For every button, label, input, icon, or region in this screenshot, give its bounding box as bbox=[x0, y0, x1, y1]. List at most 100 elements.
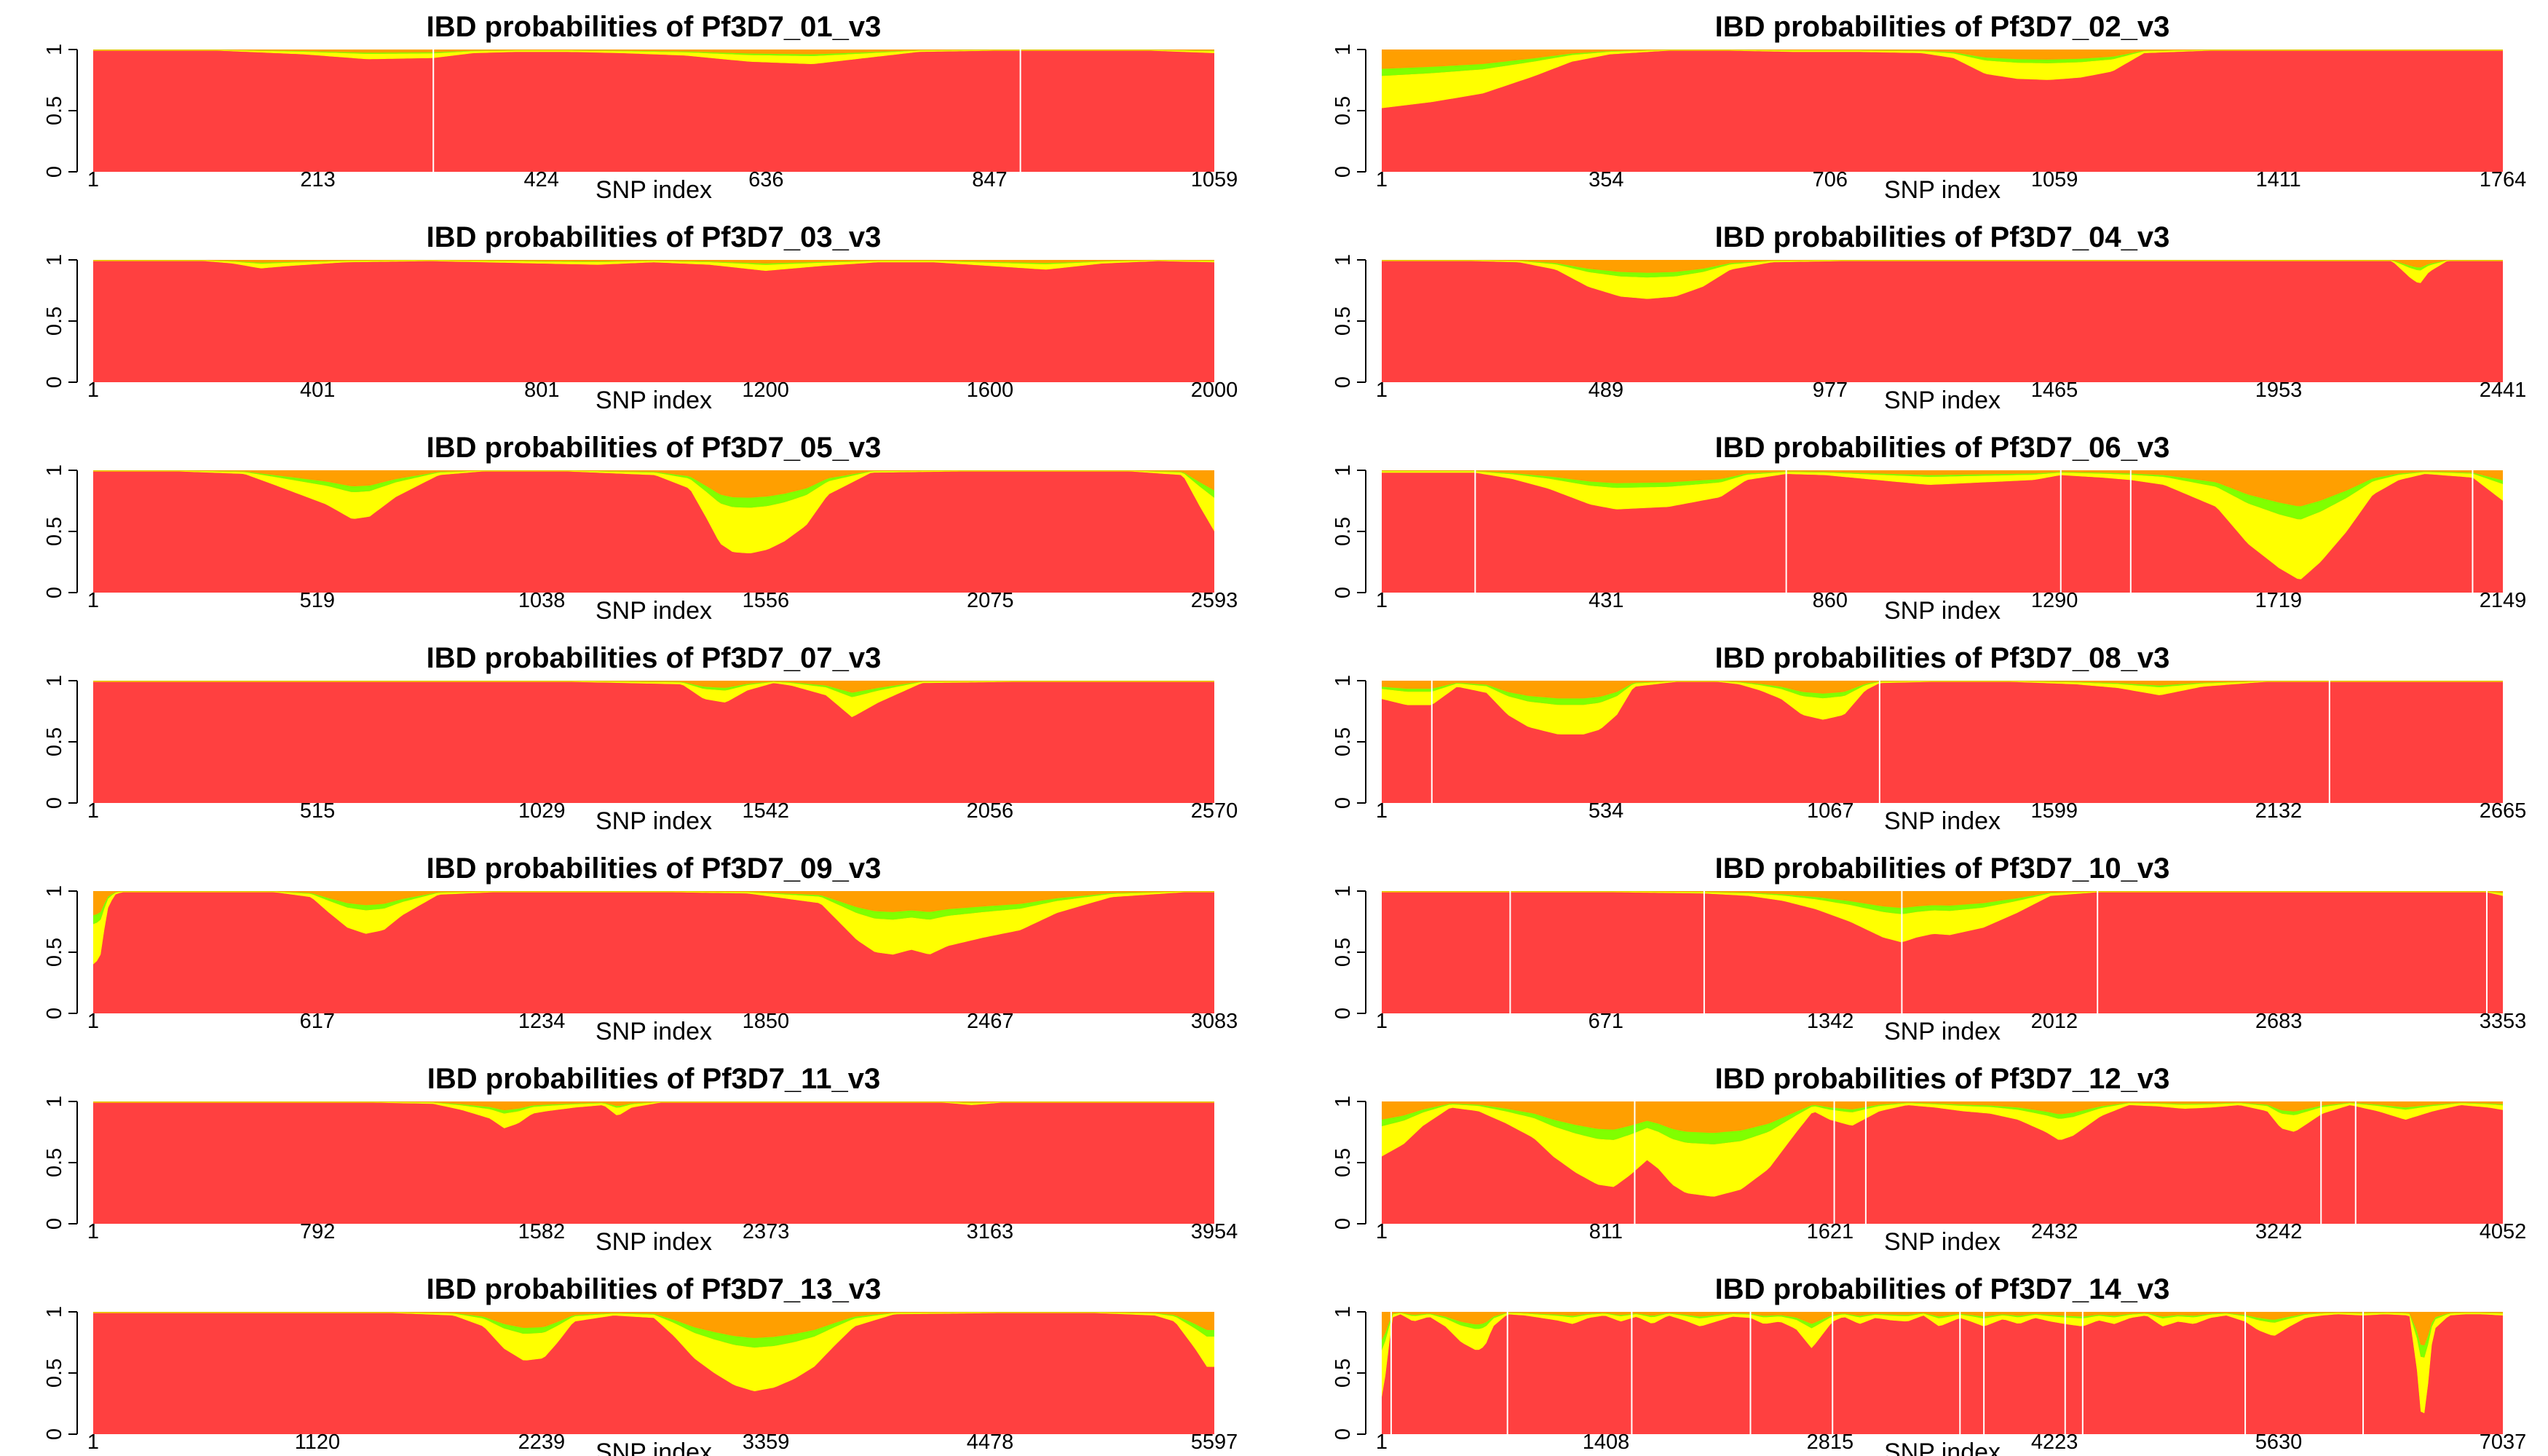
x-tick-label: 2373 bbox=[743, 1220, 790, 1243]
ibd-state-4-area bbox=[93, 260, 1214, 265]
panel-title: IBD probabilities of Pf3D7_04_v3 bbox=[1715, 221, 2170, 253]
x-tick-label: 489 bbox=[1588, 379, 1623, 402]
ibd-state-1-area bbox=[93, 892, 1214, 1013]
ibd-state-1-area bbox=[93, 681, 1214, 803]
ibd-state-1-area bbox=[1382, 892, 2503, 1013]
x-tick-label: 1 bbox=[1376, 589, 1388, 612]
ibd-state-2-area bbox=[1382, 1313, 2503, 1414]
x-tick-label: 1 bbox=[1376, 1431, 1388, 1454]
x-tick-label: 636 bbox=[748, 168, 783, 191]
x-axis-label: SNP index bbox=[1884, 1018, 2001, 1045]
y-tick-label: 1 bbox=[43, 44, 66, 55]
x-tick-label: 1234 bbox=[518, 1010, 566, 1033]
x-tick-label: 1038 bbox=[518, 589, 566, 612]
x-tick-label: 811 bbox=[1589, 1220, 1623, 1243]
ibd-state-4-area bbox=[1382, 260, 2503, 278]
x-tick-label: 4223 bbox=[2031, 1431, 2078, 1454]
y-tick-label: 1 bbox=[43, 675, 66, 687]
x-tick-label: 1411 bbox=[2255, 168, 2300, 191]
x-tick-label: 3359 bbox=[743, 1431, 790, 1454]
panel-title: IBD probabilities of Pf3D7_08_v3 bbox=[1715, 642, 2170, 674]
y-tick-label: 0 bbox=[1332, 797, 1355, 809]
panel-title: IBD probabilities of Pf3D7_12_v3 bbox=[1715, 1063, 2170, 1095]
y-tick-label: 0.5 bbox=[43, 1358, 66, 1388]
y-tick-label: 1 bbox=[1332, 254, 1355, 266]
ibd-state-2-area bbox=[1382, 891, 2503, 943]
ibd-panel: IBD probabilities of Pf3D7_08_v3 0 0.5 1 1 53… bbox=[1332, 642, 2526, 835]
panel-title: IBD probabilities of Pf3D7_11_v3 bbox=[427, 1063, 880, 1095]
x-tick-label: 2815 bbox=[1807, 1431, 1854, 1454]
panel-title: IBD probabilities of Pf3D7_10_v3 bbox=[1715, 852, 2170, 885]
y-tick-label: 0 bbox=[43, 1218, 66, 1230]
x-tick-label: 792 bbox=[300, 1220, 335, 1243]
x-tick-label: 860 bbox=[1813, 589, 1848, 612]
panel-title: IBD probabilities of Pf3D7_07_v3 bbox=[427, 642, 882, 674]
ibd-panel: IBD probabilities of Pf3D7_12_v3 0 0.5 1 1 81… bbox=[1332, 1063, 2526, 1256]
y-tick-label: 1 bbox=[43, 464, 66, 476]
ibd-state-1-area bbox=[93, 1102, 1214, 1224]
x-tick-label: 1 bbox=[87, 379, 99, 402]
panel-title: IBD probabilities of Pf3D7_02_v3 bbox=[1715, 11, 2170, 43]
ibd-panel: IBD probabilities of Pf3D7_09_v3 0 0.5 1 1 61… bbox=[43, 852, 1238, 1045]
panel-title: IBD probabilities of Pf3D7_06_v3 bbox=[1715, 432, 2170, 464]
ibd-panel: IBD probabilities of Pf3D7_14_v3 0 0.5 1 1 14… bbox=[1332, 1273, 2526, 1456]
ibd-state-4-area bbox=[1382, 891, 2503, 914]
x-tick-label: 1059 bbox=[2031, 168, 2078, 191]
x-tick-label: 3954 bbox=[1191, 1220, 1238, 1243]
x-tick-label: 1 bbox=[87, 1431, 99, 1454]
ibd-state-1-area bbox=[93, 1313, 1214, 1434]
y-tick-label: 0 bbox=[43, 587, 66, 598]
y-tick-label: 1 bbox=[1332, 44, 1355, 55]
x-tick-label: 1850 bbox=[743, 1010, 790, 1033]
x-tick-label: 2012 bbox=[2031, 1010, 2078, 1033]
x-tick-label: 1621 bbox=[1807, 1220, 1854, 1243]
y-tick-label: 0 bbox=[43, 166, 66, 178]
x-tick-label: 354 bbox=[1588, 168, 1623, 191]
ibd-state-2-area bbox=[93, 260, 1214, 272]
ibd-state-4-area bbox=[93, 891, 1214, 925]
y-tick-label: 0 bbox=[43, 376, 66, 388]
y-tick-label: 0 bbox=[1332, 587, 1355, 598]
x-tick-label: 1 bbox=[1376, 168, 1388, 191]
y-tick-label: 0.5 bbox=[1332, 96, 1355, 125]
y-tick-label: 0.5 bbox=[43, 1148, 66, 1177]
x-tick-label: 706 bbox=[1813, 168, 1848, 191]
ibd-panel: IBD probabilities of Pf3D7_05_v3 0 0.5 1 1 51… bbox=[43, 432, 1238, 625]
ibd-state-1-area bbox=[1382, 472, 2503, 593]
y-tick-label: 0 bbox=[43, 797, 66, 809]
x-tick-label: 1067 bbox=[1807, 799, 1854, 823]
x-tick-label: 1 bbox=[1376, 1220, 1388, 1243]
y-tick-label: 1 bbox=[1332, 1306, 1355, 1318]
ibd-state-2-area bbox=[93, 50, 1214, 65]
x-tick-label: 424 bbox=[524, 168, 559, 191]
panel-title: IBD probabilities of Pf3D7_01_v3 bbox=[427, 11, 882, 43]
x-tick-label: 1 bbox=[87, 1220, 99, 1243]
x-tick-label: 1 bbox=[87, 168, 99, 191]
ibd-panel: IBD probabilities of Pf3D7_04_v3 0 0.5 1 1 48… bbox=[1332, 221, 2526, 414]
y-tick-label: 0.5 bbox=[1332, 1148, 1355, 1177]
ibd-panel: IBD probabilities of Pf3D7_06_v3 0 0.5 1 1 43… bbox=[1332, 432, 2526, 625]
y-tick-label: 0.5 bbox=[43, 517, 66, 546]
x-tick-label: 2570 bbox=[1191, 799, 1238, 823]
ibd-state-4-area bbox=[1382, 1102, 2503, 1144]
x-axis-label: SNP index bbox=[596, 1439, 712, 1456]
ibd-state-1-area bbox=[93, 261, 1214, 382]
x-tick-label: 1290 bbox=[2031, 589, 2078, 612]
x-tick-label: 1 bbox=[1376, 379, 1388, 402]
y-tick-label: 0.5 bbox=[1332, 1358, 1355, 1388]
x-tick-label: 2432 bbox=[2031, 1220, 2078, 1243]
ibd-panel: IBD probabilities of Pf3D7_13_v3 0 0.5 1 1 11… bbox=[43, 1273, 1238, 1456]
x-tick-label: 1 bbox=[1376, 1010, 1388, 1033]
y-tick-label: 1 bbox=[1332, 885, 1355, 897]
x-tick-label: 1342 bbox=[1807, 1010, 1854, 1033]
y-tick-label: 1 bbox=[1332, 464, 1355, 476]
panel-title: IBD probabilities of Pf3D7_05_v3 bbox=[427, 432, 882, 464]
x-tick-label: 213 bbox=[300, 168, 335, 191]
x-axis-label: SNP index bbox=[1884, 807, 2001, 835]
y-tick-label: 0.5 bbox=[43, 306, 66, 336]
ibd-state-4-area bbox=[1382, 1313, 2503, 1358]
y-tick-label: 0.5 bbox=[1332, 306, 1355, 336]
ibd-panel: IBD probabilities of Pf3D7_11_v3 0 0.5 1 1 79… bbox=[43, 1063, 1238, 1256]
x-tick-label: 2149 bbox=[2480, 589, 2527, 612]
x-tick-label: 1 bbox=[87, 589, 99, 612]
